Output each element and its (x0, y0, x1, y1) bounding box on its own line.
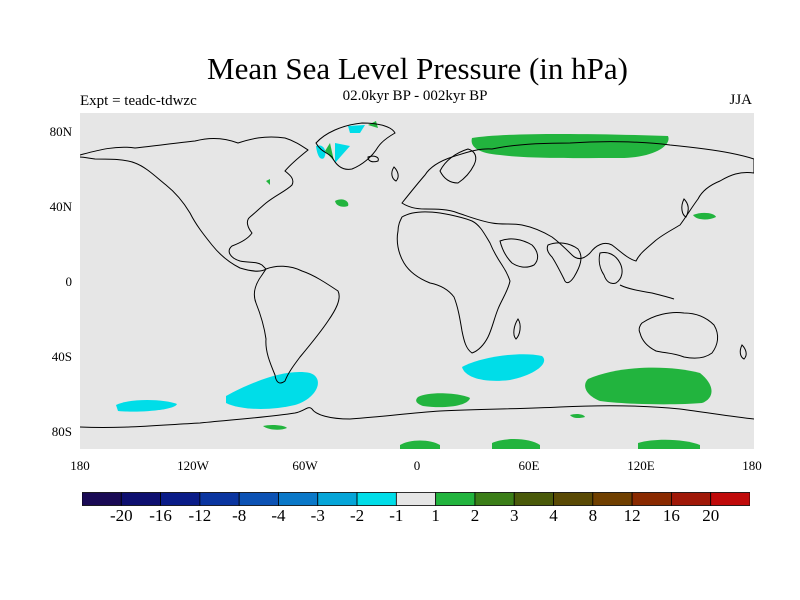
colorbar-tick-label: -20 (109, 506, 133, 525)
colorbar-box (592, 492, 633, 506)
lat-label: 80N (49, 124, 72, 139)
colorbar-tick-label: -3 (310, 506, 325, 525)
coast-india (546, 242, 582, 284)
colorbar (82, 492, 750, 506)
colorbar-tick-label: 16 (662, 506, 680, 525)
colorbar-box (513, 492, 554, 506)
lon-label: 120W (177, 458, 209, 473)
anomaly-patch-positive (400, 440, 440, 449)
colorbar-tick-label: -8 (232, 506, 247, 525)
colorbar-tick-label: 12 (623, 506, 641, 525)
colorbar-tick-label: -16 (149, 506, 172, 525)
colorbar-tick-label: -2 (349, 506, 365, 525)
anomaly-patch-positive (570, 413, 585, 419)
coast-scandinavia (439, 148, 477, 184)
colorbar-box (671, 492, 712, 506)
coastlines (80, 122, 754, 429)
anomaly-patch-positive (693, 212, 716, 220)
colorbar-box (278, 492, 319, 506)
anomaly-patch-negative (116, 400, 177, 412)
colorbar-box (356, 492, 397, 506)
colorbar-box (160, 492, 201, 506)
anomaly-patch-positive (492, 439, 540, 449)
lon-label: 180 (70, 458, 90, 473)
coast-greenland (315, 122, 396, 170)
colorbar-box (631, 492, 672, 506)
colorbar-box (710, 492, 750, 506)
coast-se-asia (598, 252, 623, 284)
coast-iceland (367, 155, 379, 163)
colorbar-tick-label: 1 (431, 506, 440, 525)
anomaly-patch-positive (416, 393, 470, 408)
anomaly-patch-positive (266, 179, 270, 185)
colorbar-tick-label: -1 (389, 506, 404, 525)
anomaly-patch-positive (263, 424, 287, 430)
coast-uk (391, 166, 399, 182)
anomaly-patch-negative (316, 145, 326, 159)
world-map (80, 113, 754, 449)
colorbar-tick-label: -12 (188, 506, 212, 525)
map-title: Mean Sea Level Pressure (in hPa) (207, 51, 628, 86)
lat-label: 40S (51, 349, 72, 364)
lon-label: 60W (292, 458, 318, 473)
experiment-label: Expt = teadc-tdwzc (80, 93, 197, 109)
anomaly-patch-positive (585, 367, 712, 405)
anomaly-regions (116, 121, 716, 449)
anomaly-patch-positive (335, 199, 349, 207)
season-label: JJA (729, 92, 752, 108)
colorbar-box (82, 492, 122, 506)
colorbar-box (199, 492, 240, 506)
lon-label: 180 (742, 458, 762, 473)
colorbar-tick-label: 4 (549, 506, 558, 525)
colorbar-tick-label: -4 (271, 506, 286, 525)
coast-antarctica (80, 405, 754, 429)
anomaly-patch-positive (471, 133, 669, 159)
lon-label: 0 (413, 458, 421, 473)
lon-label: 60E (518, 458, 540, 473)
lon-label: 120E (627, 458, 655, 473)
colorbar-tick-label: 8 (588, 506, 598, 525)
coast-japan (681, 198, 689, 218)
colorbar-tick-label: 3 (509, 506, 519, 525)
anomaly-patch-positive (368, 121, 378, 128)
lat-label: 80S (51, 424, 72, 439)
colorbar-tick-label: 20 (702, 506, 720, 525)
colorbar-tick-label: 2 (470, 506, 480, 525)
coast-south-america (253, 265, 340, 384)
colorbar-box (317, 492, 358, 506)
colorbar-box (435, 492, 476, 506)
coast-madagascar (513, 318, 521, 340)
colorbar-box (474, 492, 515, 506)
anomaly-patch-negative (348, 125, 365, 133)
colorbar-box (238, 492, 279, 506)
anomaly-patch-negative (226, 372, 318, 409)
coast-eurasia (401, 141, 754, 262)
anomaly-patch-positive (638, 439, 700, 449)
coast-australia (638, 312, 719, 359)
colorbar-box (395, 492, 437, 506)
lat-label: 40N (49, 199, 72, 214)
period-subtitle: 02.0kyr BP - 002kyr BP (342, 88, 488, 104)
anomaly-patch-negative (462, 354, 545, 381)
coast-africa (396, 211, 511, 354)
coast-indonesia (619, 284, 675, 300)
lat-label: 0 (65, 274, 73, 289)
coast-new-zealand (739, 344, 747, 360)
anomaly-patch-negative (335, 143, 350, 163)
coast-arabia (499, 238, 539, 268)
coast-north-america (80, 136, 309, 272)
colorbar-box (120, 492, 161, 506)
colorbar-box (553, 492, 594, 506)
